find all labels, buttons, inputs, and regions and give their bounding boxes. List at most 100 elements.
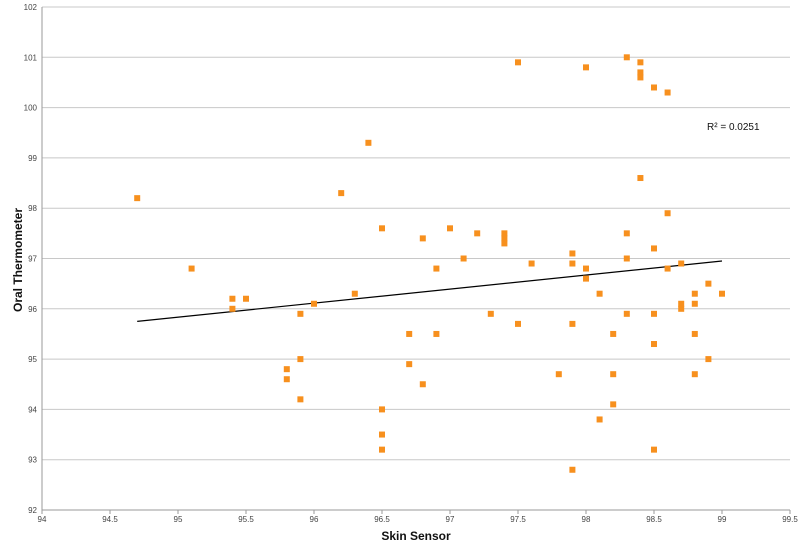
data-point bbox=[555, 371, 562, 378]
data-point bbox=[637, 175, 644, 182]
x-tick-label: 96 bbox=[310, 515, 319, 524]
x-tick-label: 95.5 bbox=[238, 515, 254, 524]
data-point bbox=[637, 59, 644, 66]
data-point bbox=[229, 295, 236, 302]
r-squared-label: R² = 0.0251 bbox=[707, 122, 760, 133]
data-point bbox=[664, 89, 671, 96]
data-point bbox=[610, 401, 617, 408]
tick-labels: 92 93 94 95 96 97 98 99 100 101 102 94 94.5 95 95.5 96 9… bbox=[24, 3, 799, 524]
axes bbox=[41, 7, 791, 514]
data-point bbox=[297, 310, 304, 317]
y-tick-label: 92 bbox=[28, 506, 37, 515]
x-axis-title: Skin Sensor bbox=[381, 529, 451, 543]
data-point bbox=[651, 245, 657, 252]
data-point bbox=[569, 320, 576, 327]
y-tick-label: 98 bbox=[28, 204, 37, 213]
data-point bbox=[447, 225, 453, 232]
gridlines bbox=[42, 6, 790, 461]
data-point bbox=[691, 290, 698, 297]
data-point bbox=[406, 330, 413, 337]
data-point bbox=[297, 396, 304, 403]
x-tick-label: 99 bbox=[718, 515, 727, 524]
data-point bbox=[365, 139, 372, 146]
data-point bbox=[623, 54, 630, 61]
x-tick-label: 97 bbox=[446, 515, 455, 524]
data-point bbox=[651, 310, 657, 317]
data-point bbox=[623, 255, 630, 262]
data-point bbox=[515, 320, 521, 327]
data-point bbox=[229, 305, 236, 312]
data-point bbox=[528, 260, 535, 267]
data-point bbox=[283, 376, 290, 383]
data-point bbox=[664, 210, 671, 217]
data-point bbox=[678, 305, 685, 312]
data-point bbox=[515, 59, 521, 66]
y-tick-label: 96 bbox=[28, 305, 37, 314]
data-point bbox=[705, 356, 712, 363]
y-tick-label: 100 bbox=[24, 104, 38, 113]
data-point bbox=[297, 356, 304, 363]
y-tick-label: 97 bbox=[28, 255, 37, 264]
data-point bbox=[651, 446, 657, 453]
data-point bbox=[705, 280, 712, 287]
data-point bbox=[583, 275, 589, 282]
data-point bbox=[569, 466, 576, 473]
data-point bbox=[637, 69, 644, 76]
data-point bbox=[719, 290, 725, 297]
data-point bbox=[501, 240, 508, 247]
data-point bbox=[691, 330, 698, 337]
data-point bbox=[501, 235, 508, 242]
data-points bbox=[134, 54, 725, 473]
data-point bbox=[583, 265, 589, 272]
data-point bbox=[351, 290, 358, 297]
data-point bbox=[283, 366, 290, 373]
data-point bbox=[501, 230, 508, 237]
data-point bbox=[379, 406, 385, 413]
data-point bbox=[379, 431, 385, 438]
data-point bbox=[678, 260, 685, 267]
data-point bbox=[691, 371, 698, 378]
data-point bbox=[419, 235, 426, 242]
data-point bbox=[583, 64, 589, 71]
x-tick-label: 99.5 bbox=[782, 515, 798, 524]
x-tick-label: 94 bbox=[38, 515, 47, 524]
y-tick-label: 101 bbox=[24, 53, 38, 62]
data-point bbox=[623, 230, 630, 237]
data-point bbox=[311, 300, 317, 307]
data-point bbox=[379, 446, 385, 453]
data-point bbox=[460, 255, 467, 262]
data-point bbox=[664, 265, 671, 272]
data-point bbox=[596, 416, 603, 423]
data-point bbox=[338, 190, 345, 197]
data-point bbox=[651, 341, 657, 348]
data-point bbox=[433, 330, 440, 337]
y-tick-label: 94 bbox=[28, 405, 37, 414]
data-point bbox=[637, 74, 644, 81]
data-point bbox=[623, 310, 630, 317]
x-tick-label: 96.5 bbox=[374, 515, 390, 524]
y-tick-label: 99 bbox=[28, 154, 37, 163]
x-tick-label: 98 bbox=[582, 515, 591, 524]
data-point bbox=[433, 265, 440, 272]
y-axis-title: Oral Thermometer bbox=[11, 208, 25, 312]
x-tick-label: 95 bbox=[174, 515, 183, 524]
y-tick-label: 102 bbox=[24, 3, 38, 12]
data-point bbox=[134, 195, 141, 202]
y-tick-label: 93 bbox=[28, 456, 37, 465]
data-point bbox=[379, 225, 385, 232]
data-point bbox=[691, 300, 698, 307]
data-point bbox=[243, 295, 249, 302]
data-point bbox=[610, 330, 617, 337]
data-point bbox=[569, 260, 576, 267]
data-point bbox=[610, 371, 617, 378]
x-tick-label: 97.5 bbox=[510, 515, 526, 524]
data-point bbox=[651, 84, 657, 91]
trendline bbox=[137, 260, 723, 322]
data-point bbox=[474, 230, 481, 237]
data-point bbox=[487, 310, 494, 317]
data-point bbox=[419, 381, 426, 388]
data-point bbox=[596, 290, 603, 297]
data-point bbox=[569, 250, 576, 257]
x-tick-label: 98.5 bbox=[646, 515, 662, 524]
